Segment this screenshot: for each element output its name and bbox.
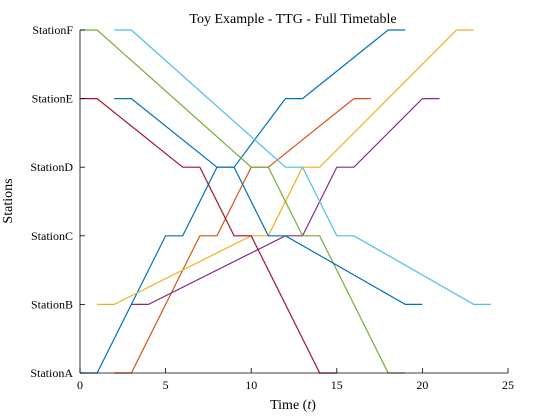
x-tick-label: 20 <box>416 378 428 392</box>
x-axis-title: Time (t) <box>270 398 316 413</box>
y-tick-label: StationB <box>31 297 73 311</box>
y-tick-label: StationC <box>31 229 73 243</box>
axes-layer <box>79 30 508 374</box>
y-tick-label: StationD <box>30 160 73 174</box>
series-line-1 <box>80 29 406 374</box>
series-line-5 <box>80 29 406 374</box>
x-axis-title-close: ) <box>311 398 316 413</box>
series-layer <box>80 29 491 374</box>
x-tick-label: 5 <box>163 378 169 392</box>
y-tick-label: StationA <box>30 366 73 380</box>
series-line-8 <box>114 97 423 305</box>
y-tick-label: StationF <box>32 23 73 37</box>
y-tick-label: StationE <box>32 92 73 106</box>
series-line-6 <box>114 29 491 305</box>
x-tick-label: 25 <box>502 378 514 392</box>
tick-layer: 0 5 10 15 20 25 StationA StationB StationC Statio… <box>30 23 514 392</box>
x-tick-label: 0 <box>77 378 83 392</box>
series-line-7 <box>80 97 337 374</box>
chart-title: Toy Example - TTG - Full Timetable <box>189 12 396 27</box>
x-axis-title-text: Time ( <box>270 398 308 413</box>
series-line-2 <box>114 97 372 374</box>
y-axis-title: Stations <box>1 178 16 223</box>
x-tick-label: 10 <box>245 378 257 392</box>
x-tick-label: 15 <box>331 378 343 392</box>
x-axis-title-variable: t <box>307 398 312 413</box>
